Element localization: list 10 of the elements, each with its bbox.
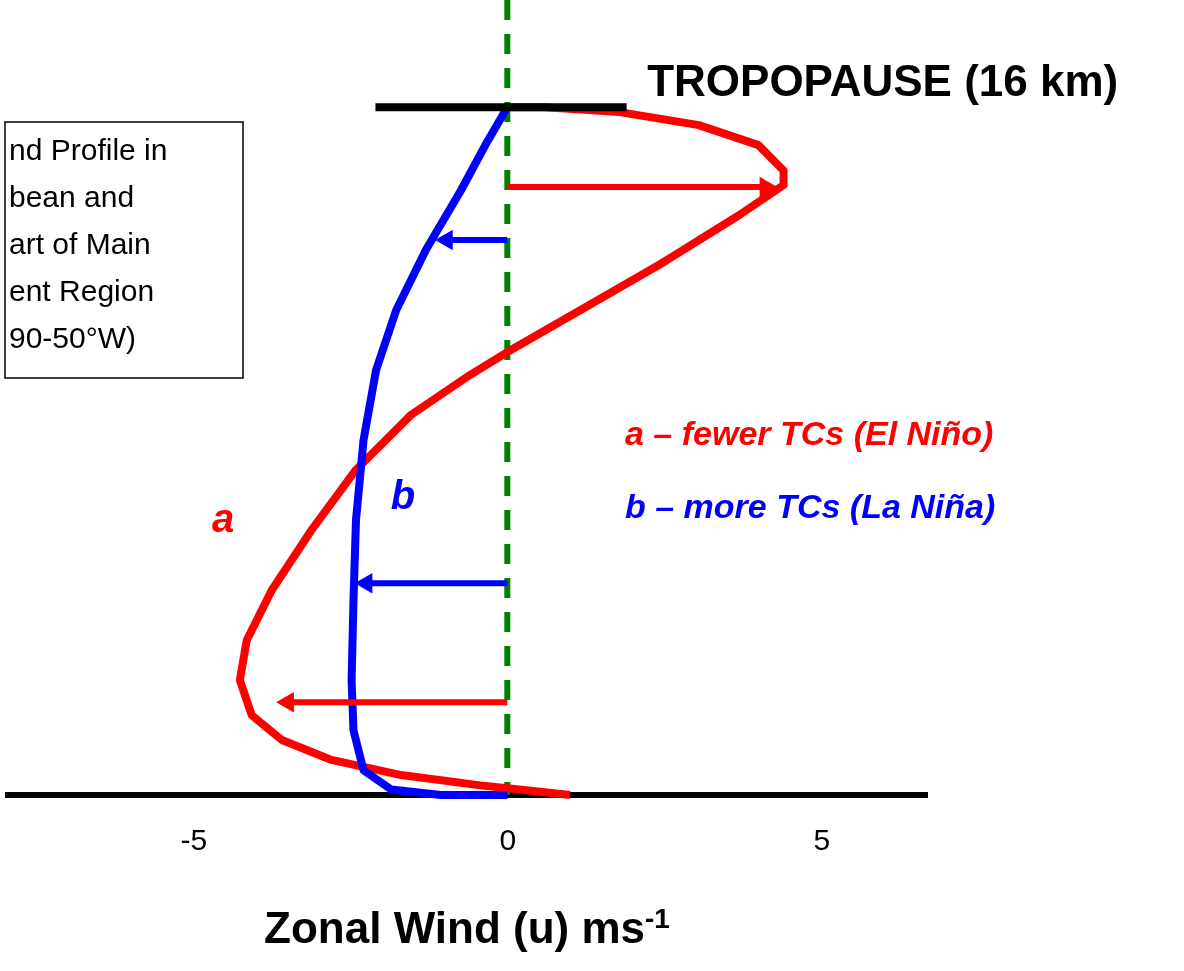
text: b – more TCs (La Niña) (625, 487, 996, 525)
annotation: TROPOPAUSE (16 km) (647, 56, 1119, 106)
annotation: b (390, 473, 416, 517)
x-axis-title: Zonal Wind (u) ms$^{-1}$ (264, 902, 670, 952)
annotation: a (211, 496, 235, 540)
x-tick-label: 5 (813, 822, 831, 856)
text: a – fewer TCs (El Niño) (625, 414, 994, 452)
annotation: nd Profile in bean and art of Main ent Region 90-50°W) (9, 133, 168, 354)
x-tick-label: -5 (180, 822, 208, 856)
x-tick-label: 0 (499, 822, 517, 856)
